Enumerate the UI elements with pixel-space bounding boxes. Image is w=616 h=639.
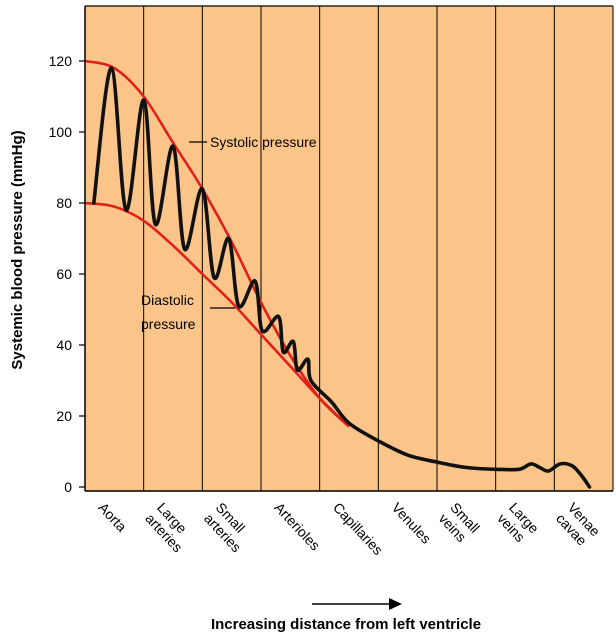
systolic-annotation: Systolic pressure	[210, 134, 317, 150]
diastolic-annotation-line2: pressure	[141, 316, 196, 332]
category-label: Arterioles	[271, 499, 323, 553]
y-tick-label: 0	[64, 479, 72, 495]
y-axis-title: Systemic blood pressure (mmHg)	[9, 130, 26, 369]
plot-background	[85, 6, 613, 491]
category-label-line: Venules	[389, 499, 435, 546]
y-tick-label: 20	[56, 408, 72, 424]
direction-arrow-head	[389, 598, 402, 610]
diastolic-annotation-line1: Diastolic	[141, 292, 194, 308]
y-tick-label: 100	[49, 124, 73, 140]
x-axis-title: Increasing distance from left ventricle	[211, 616, 481, 633]
category-label-line: Arterioles	[271, 499, 323, 553]
y-axis: 0 20 40 60 80 100 120	[49, 53, 85, 495]
segment-separators	[143, 6, 555, 491]
category-label: Aorta	[95, 499, 130, 535]
y-tick-label: 120	[49, 53, 73, 69]
category-label: Capillaries	[330, 499, 386, 558]
category-label-line: Aorta	[95, 499, 130, 535]
systolic-pressure-line	[84, 59, 350, 428]
category-label-line: Capillaries	[330, 499, 386, 558]
pressure-wave-line	[92, 66, 592, 489]
pressure-curves	[84, 59, 592, 489]
y-tick-label: 80	[56, 195, 72, 211]
category-label: Venules	[389, 499, 435, 546]
diastolic-pressure-line	[84, 201, 350, 428]
y-tick-label: 40	[56, 337, 72, 353]
y-tick-label: 60	[56, 266, 72, 282]
